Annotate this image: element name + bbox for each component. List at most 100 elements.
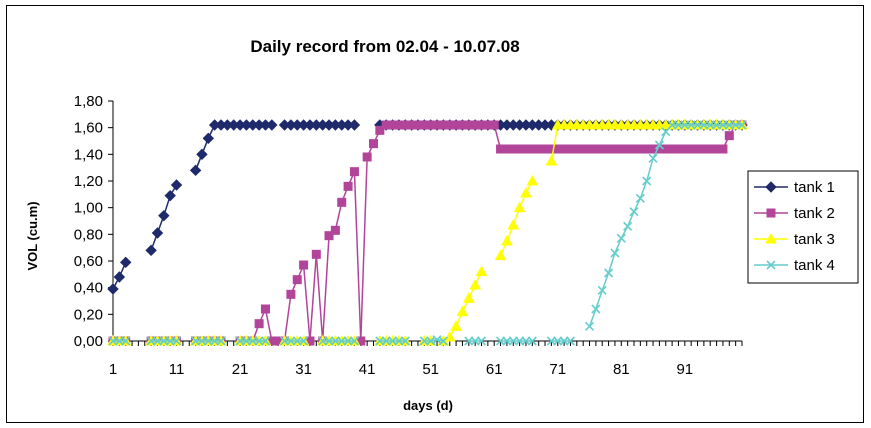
y-tick-label: 0,20 [74, 306, 103, 323]
data-point [629, 207, 639, 217]
data-point [610, 248, 620, 258]
data-point [400, 336, 410, 346]
data-point [292, 275, 302, 285]
data-point [113, 271, 126, 283]
plot-area: 0,00 0,20 0,40 0,60 0,80 1,00 1,20 1,40 1,60 1,80… [74, 93, 748, 378]
data-point [330, 225, 340, 235]
marker-stroke [591, 304, 601, 314]
marker-stroke [476, 336, 487, 346]
x-tick-label: 81 [613, 361, 630, 378]
series-line-segment [626, 211, 635, 227]
series-line-segment [601, 272, 610, 291]
x-axis-label: days (d) [403, 398, 453, 413]
marker-stroke [527, 336, 537, 346]
marker-stroke [766, 260, 776, 270]
data-point [266, 119, 278, 131]
legend: tank 1 tank 2 tank 3 tank 4 [747, 170, 859, 284]
y-tick-label: 0,80 [74, 226, 103, 243]
marker-stroke [426, 336, 436, 346]
marker-stroke [616, 233, 626, 243]
data-point [299, 260, 309, 270]
data-point [170, 179, 183, 191]
data-point [635, 193, 645, 203]
marker-stroke [610, 248, 620, 258]
legend-entry: tank 3 [794, 231, 835, 248]
data-point [513, 201, 526, 213]
legend-entry: tank 2 [794, 205, 835, 222]
marker-stroke [584, 321, 595, 331]
data-point [171, 336, 182, 346]
x-tick-label: 21 [232, 361, 249, 378]
series-line-segment [645, 158, 654, 182]
data-point [202, 132, 215, 145]
data-point [616, 233, 626, 243]
series-line-segment [334, 202, 343, 231]
chart-frame [6, 5, 864, 423]
data-point [119, 256, 132, 269]
data-point [349, 336, 360, 346]
data-point [507, 218, 520, 230]
data-point [189, 164, 202, 177]
series-line-segment [639, 180, 648, 199]
legend-entry: tank 4 [794, 257, 835, 274]
y-tick-label: 0,00 [74, 333, 103, 350]
data-point [469, 278, 482, 290]
data-point [476, 336, 487, 346]
data-point [324, 231, 334, 241]
data-point [591, 304, 601, 314]
marker-stroke [597, 285, 607, 295]
data-point [450, 320, 462, 331]
y-tick-label: 1,40 [74, 146, 103, 163]
marker-stroke [216, 336, 226, 346]
data-point [254, 319, 264, 329]
data-point [158, 209, 170, 222]
series-line-segment [550, 124, 559, 162]
series-line-segment [652, 144, 661, 159]
series-line-segment [607, 252, 616, 274]
data-point [121, 336, 131, 346]
y-tick-label: 1,20 [74, 173, 103, 190]
data-point [565, 336, 576, 346]
data-point [349, 167, 359, 177]
x-tick-label: 1 [109, 361, 117, 378]
data-point [475, 265, 488, 277]
data-point [299, 336, 309, 346]
marker-stroke [737, 120, 747, 130]
legend-entry: tank 1 [794, 179, 835, 196]
marker-stroke [349, 336, 360, 346]
y-tick-label: 1,80 [74, 93, 103, 110]
series-line-segment [315, 254, 324, 342]
data-point [597, 285, 607, 295]
y-tick-label: 0,60 [74, 253, 103, 270]
y-tick-label: 1,00 [74, 200, 103, 217]
y-axis-label: VOL (cu.m) [25, 201, 40, 270]
series-line-segment [614, 238, 622, 254]
chart-title: Daily record from 02.04 - 10.07.08 [250, 37, 519, 56]
data-point [489, 120, 499, 130]
series-line-segment [283, 294, 292, 342]
data-point [642, 176, 652, 186]
series-line-segment [360, 156, 368, 342]
series-line-segment [302, 264, 311, 342]
data-point [337, 197, 347, 207]
data-point [654, 140, 664, 150]
y-tick-label: 1,60 [74, 120, 103, 137]
data-point [718, 144, 728, 154]
data-point [584, 321, 595, 331]
marker-stroke [400, 336, 410, 346]
data-point [501, 234, 513, 246]
data-point [604, 268, 614, 278]
data-point [462, 292, 475, 303]
series-line-segment [595, 290, 603, 310]
data-point [145, 244, 157, 257]
series-line-segment [353, 171, 362, 342]
data-point [348, 119, 361, 131]
data-point [724, 131, 734, 141]
series-line-segment [658, 131, 667, 146]
marker-stroke [623, 221, 633, 231]
data-point [107, 283, 119, 295]
data-point [343, 181, 353, 191]
marker-stroke [648, 153, 658, 163]
x-tick-label: 71 [549, 361, 566, 378]
data-point [260, 304, 270, 314]
